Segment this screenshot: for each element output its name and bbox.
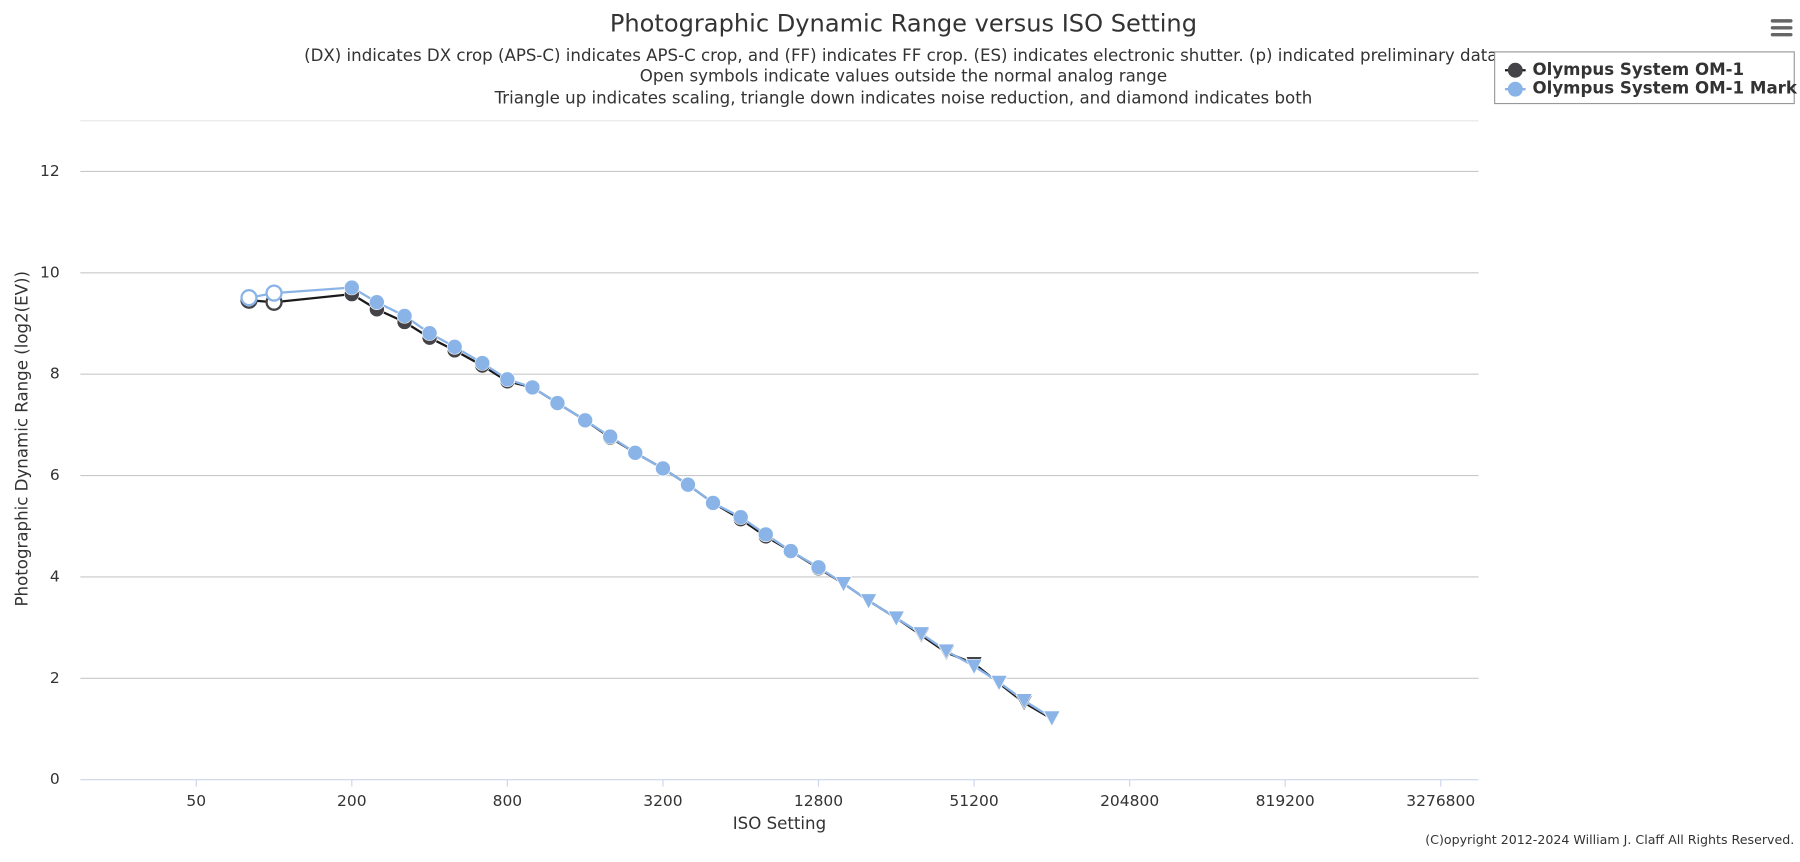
data-marker — [912, 626, 930, 643]
legend-label[interactable]: Olympus System OM-1 — [1533, 60, 1745, 79]
data-marker — [965, 658, 983, 675]
series-line — [248, 286, 1053, 719]
data-marker — [655, 460, 671, 477]
series-line — [248, 292, 1053, 720]
data-marker — [705, 495, 721, 511]
x-axis-label: ISO Setting — [733, 814, 826, 833]
data-marker — [396, 308, 413, 324]
data-marker — [680, 476, 696, 493]
x-tick-label: 50 — [186, 792, 206, 810]
y-tick-label: 10 — [40, 263, 60, 281]
y-axis-label: Photographic Dynamic Range (log2(EV)) — [12, 271, 31, 606]
data-marker — [732, 509, 749, 525]
data-marker — [887, 610, 905, 627]
y-tick-label: 12 — [40, 162, 60, 180]
data-marker — [549, 395, 566, 411]
data-marker — [990, 675, 1008, 692]
data-marker — [602, 428, 618, 445]
y-tick-label: 2 — [50, 669, 60, 687]
x-tick-label: 819200 — [1256, 792, 1315, 810]
data-marker — [499, 371, 516, 388]
y-tick-label: 8 — [50, 365, 60, 383]
menu-button[interactable] — [1765, 14, 1798, 42]
data-marker — [240, 289, 258, 307]
legend-marker — [1507, 62, 1523, 78]
data-marker — [265, 284, 283, 302]
copyright: (C)opyright 2012-2024 William J. Claff A… — [1425, 832, 1794, 847]
legend-marker — [1507, 81, 1523, 97]
chart-subtitle: Triangle up indicates scaling, triangle … — [494, 88, 1313, 107]
x-tick-label: 800 — [493, 792, 523, 810]
x-tick-label: 200 — [337, 792, 367, 810]
x-tick-label: 3276800 — [1406, 792, 1475, 810]
chart-title: Photographic Dynamic Range versus ISO Se… — [610, 9, 1197, 37]
legend-label[interactable]: Olympus System OM-1 Mark II — [1533, 79, 1800, 98]
data-marker — [1043, 710, 1061, 727]
data-marker — [783, 543, 799, 559]
data-marker — [524, 379, 541, 396]
data-marker — [1015, 693, 1033, 710]
chart-subtitle: (DX) indicates DX crop (APS-C) indicates… — [304, 46, 1503, 65]
x-tick-label: 204800 — [1100, 792, 1159, 810]
y-tick-label: 6 — [50, 466, 60, 484]
data-marker — [421, 325, 438, 341]
y-tick-label: 0 — [50, 770, 60, 788]
data-marker — [577, 412, 593, 429]
x-tick-label: 12800 — [794, 792, 843, 810]
data-marker — [446, 339, 463, 355]
y-tick-label: 4 — [50, 567, 60, 585]
data-marker — [758, 526, 774, 543]
x-tick-label: 51200 — [949, 792, 998, 810]
data-marker — [860, 593, 878, 610]
data-marker — [474, 355, 491, 371]
data-marker — [810, 559, 827, 576]
data-marker — [835, 576, 853, 593]
data-marker — [344, 279, 360, 296]
x-tick-label: 3200 — [643, 792, 682, 810]
chart-subtitle: Open symbols indicate values outside the… — [640, 67, 1167, 86]
data-marker — [937, 643, 955, 660]
legend-box — [1494, 51, 1795, 105]
data-marker — [369, 294, 385, 310]
data-marker — [627, 445, 643, 461]
